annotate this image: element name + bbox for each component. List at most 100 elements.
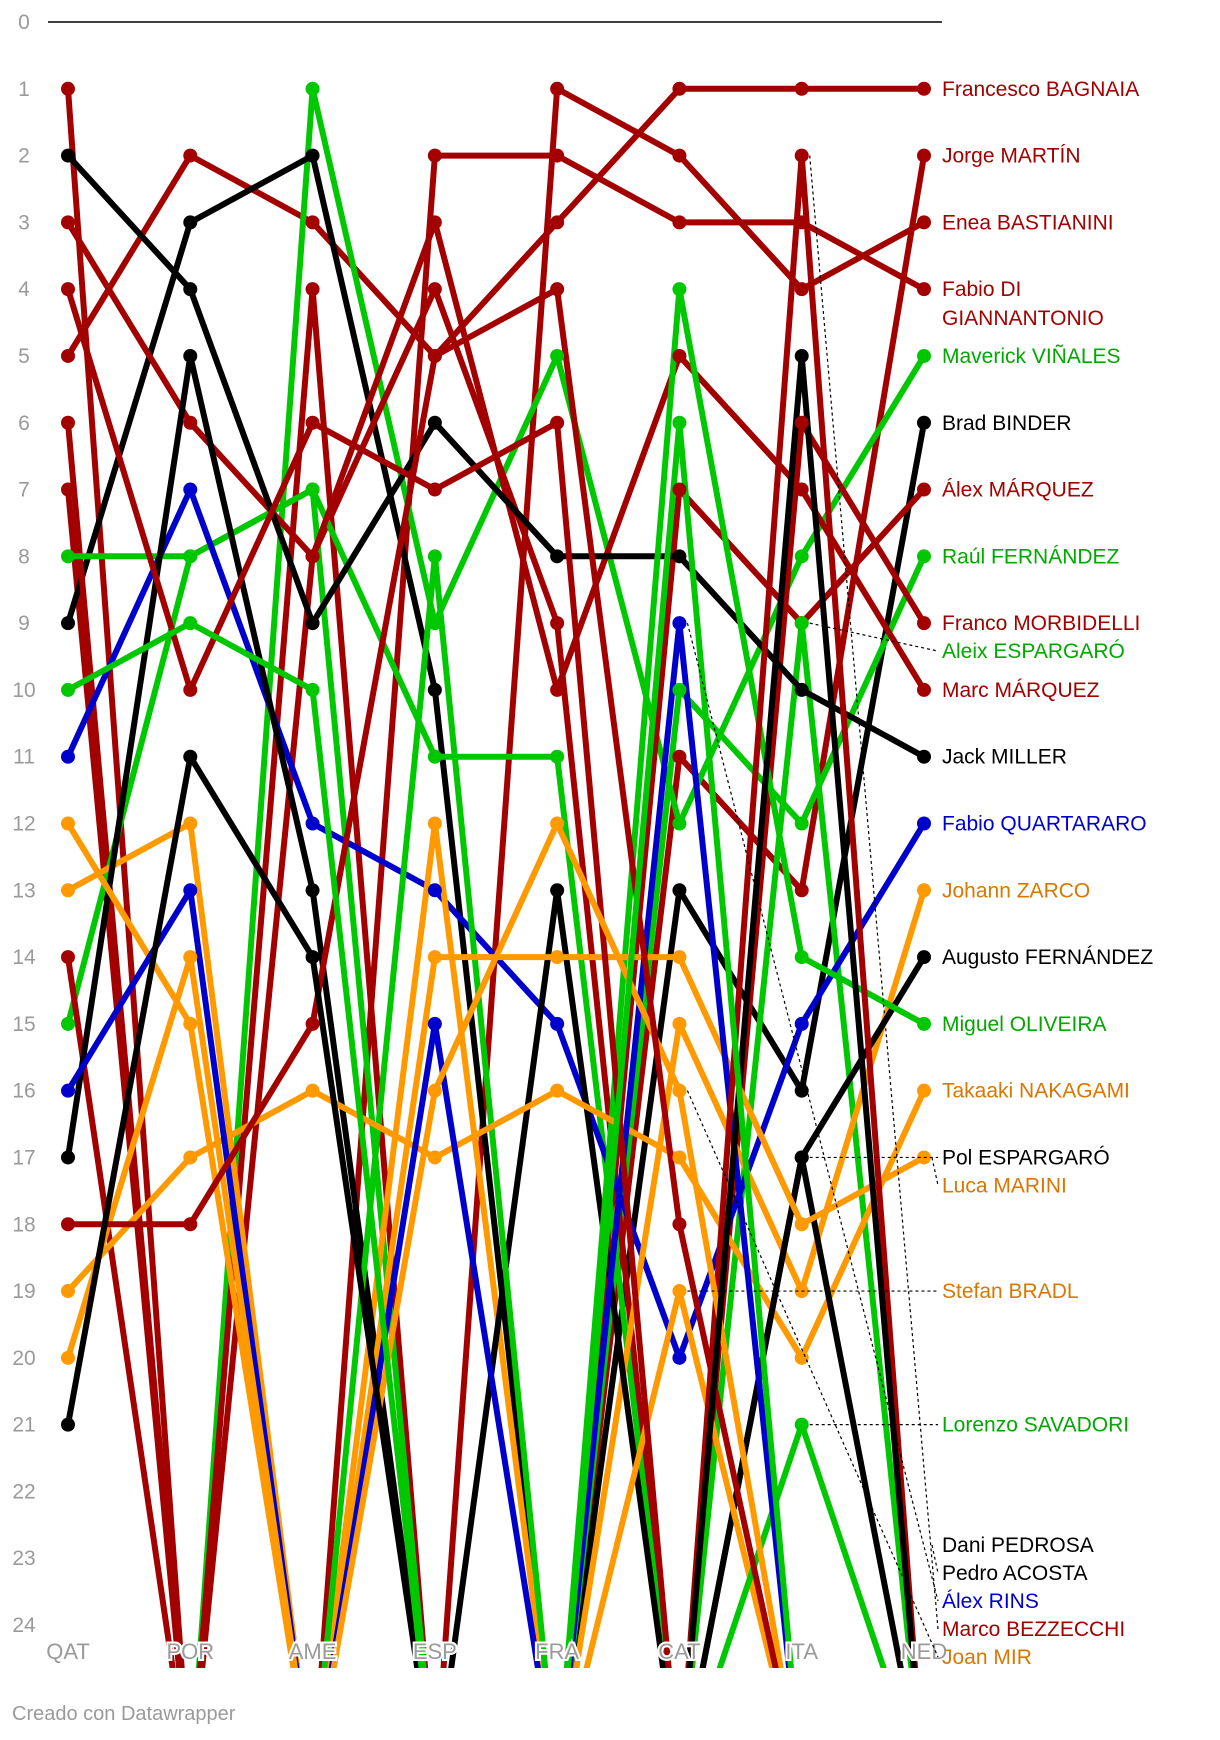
series-label: Franco MORBIDELLI	[942, 612, 1140, 635]
data-point	[794, 1217, 809, 1232]
y-tick-label: 6	[18, 412, 30, 435]
series-label: Álex MÁRQUEZ	[942, 479, 1094, 502]
data-point	[305, 616, 320, 631]
y-tick-label: 16	[12, 1080, 35, 1103]
data-point	[550, 1016, 565, 1031]
data-point	[61, 682, 75, 697]
series-label: Takaaki NAKAGAMI	[942, 1080, 1130, 1103]
data-point	[917, 1083, 931, 1098]
series-label: Maverick VIÑALES	[942, 344, 1121, 368]
data-point	[550, 682, 565, 697]
data-point	[61, 215, 75, 230]
data-point	[672, 883, 687, 898]
x-tick-label: FRA	[535, 1639, 579, 1664]
y-tick-label: 18	[12, 1213, 35, 1236]
data-point	[61, 749, 75, 764]
series-label: Fabio QUARTARARO	[942, 813, 1147, 836]
y-tick-label: 8	[18, 545, 30, 568]
data-point	[794, 950, 809, 965]
data-point	[183, 1150, 198, 1165]
data-point	[917, 482, 931, 497]
data-point	[305, 482, 320, 497]
data-point	[61, 549, 75, 564]
series-line	[65, 419, 794, 1668]
series-label: Francesco BAGNAIA	[942, 78, 1139, 101]
data-point	[672, 1150, 687, 1165]
series-line	[716, 1421, 887, 1668]
data-point	[917, 215, 931, 230]
data-point	[794, 682, 809, 697]
x-tick-label: NED	[901, 1639, 947, 1664]
data-point	[183, 883, 198, 898]
data-point	[427, 215, 442, 230]
data-point	[427, 549, 442, 564]
data-point	[427, 1016, 442, 1031]
y-tick-label: 3	[18, 211, 30, 234]
data-point	[794, 1350, 809, 1365]
y-tick-label: 10	[12, 679, 35, 702]
data-point	[61, 1417, 75, 1432]
data-point	[61, 1150, 75, 1165]
data-point	[183, 950, 198, 965]
data-point	[61, 415, 75, 430]
series-line	[65, 353, 917, 1668]
label-leader-line	[809, 155, 939, 1630]
series-points	[61, 81, 931, 1432]
label-leader-line	[809, 622, 939, 652]
series-label: Marc MÁRQUEZ	[942, 679, 1100, 702]
data-point	[794, 1417, 809, 1432]
data-point	[550, 415, 565, 430]
data-point	[794, 482, 809, 497]
data-point	[794, 148, 809, 163]
data-point	[427, 749, 442, 764]
series-label: Joan MIR	[942, 1646, 1032, 1669]
x-tick-label: ITA	[785, 1639, 818, 1664]
series-label: Fabio DI	[942, 278, 1021, 301]
data-point	[917, 148, 931, 163]
data-point	[550, 816, 565, 831]
data-point	[61, 616, 75, 631]
credit-footer: Creado con Datawrapper	[12, 1703, 236, 1725]
data-point	[672, 81, 687, 96]
data-point	[183, 215, 198, 230]
data-point	[183, 348, 198, 363]
x-tick-label: POR	[166, 1639, 214, 1664]
series-line	[65, 820, 927, 1668]
data-point	[305, 682, 320, 697]
series-line	[65, 152, 927, 1668]
data-point	[672, 1284, 687, 1299]
series-label: Dani PEDROSA	[942, 1534, 1094, 1557]
data-point	[672, 348, 687, 363]
data-point	[550, 81, 565, 96]
data-point	[794, 549, 809, 564]
y-tick-label: 19	[12, 1280, 35, 1303]
data-point	[61, 1217, 75, 1232]
data-point	[550, 950, 565, 965]
data-point	[672, 415, 687, 430]
data-point	[794, 883, 809, 898]
data-point	[917, 950, 931, 965]
data-point	[917, 282, 931, 297]
data-point	[672, 215, 687, 230]
series-label: GIANNANTONIO	[942, 307, 1104, 330]
y-tick-label: 23	[12, 1547, 35, 1570]
series-line	[65, 152, 927, 760]
y-tick-label: 12	[12, 813, 35, 836]
data-point	[917, 749, 931, 764]
data-point	[917, 415, 931, 430]
data-point	[305, 148, 320, 163]
series-label: Augusto FERNÁNDEZ	[942, 946, 1153, 969]
y-tick-label: 24	[12, 1614, 36, 1637]
series-line	[699, 1154, 904, 1668]
y-tick-label: 1	[18, 78, 30, 101]
x-axis: QAT POR AME ESP FRA CAT ITA NED	[44, 1637, 949, 1666]
label-leader-line	[686, 1090, 939, 1658]
data-point	[183, 616, 198, 631]
y-tick-label: 20	[12, 1347, 35, 1370]
data-point	[61, 1083, 75, 1098]
data-point	[672, 482, 687, 497]
data-point	[61, 148, 75, 163]
data-point	[917, 549, 931, 564]
